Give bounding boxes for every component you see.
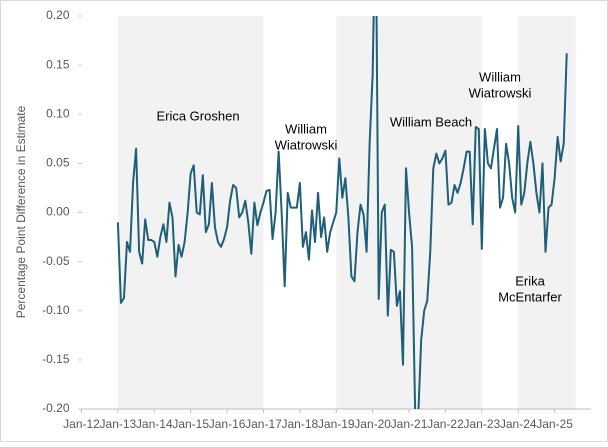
x-tick-label: Jan-24 [500, 417, 537, 431]
annotation: McEntarfer [498, 289, 562, 304]
annotation: William [285, 121, 327, 136]
y-tick-label: -0.10 [42, 303, 70, 317]
shaded-period [518, 16, 576, 409]
y-tick-label: -0.20 [42, 401, 70, 415]
x-tick-label: Jan-25 [536, 417, 573, 431]
annotation: Wiatrowski [275, 137, 338, 152]
x-tick-label: Jan-22 [427, 417, 464, 431]
annotation: William Beach [390, 114, 472, 129]
x-tick-label: Jan-19 [318, 417, 355, 431]
y-tick-label: 0.15 [46, 57, 70, 71]
x-tick-label: Jan-18 [282, 417, 319, 431]
x-tick-label: Jan-13 [100, 417, 137, 431]
annotation: William [479, 69, 521, 84]
y-tick-label: -0.05 [42, 254, 70, 268]
y-tick-label: 0.00 [46, 205, 70, 219]
x-tick-label: Jan-14 [136, 417, 173, 431]
y-tick-label: -0.15 [42, 352, 70, 366]
x-tick-label: Jan-17 [245, 417, 282, 431]
data-line [116, 16, 568, 409]
x-tick-label: Jan-23 [463, 417, 500, 431]
plot-area [116, 16, 568, 409]
x-tick-label: Jan-15 [172, 417, 209, 431]
annotation: Erica Groshen [156, 108, 239, 123]
annotation: Wiatrowski [469, 85, 532, 100]
x-tick-label: Jan-20 [354, 417, 391, 431]
y-axis-label: Percentage Point Difference in Estimate [14, 105, 28, 318]
x-tick-label: Jan-21 [391, 417, 428, 431]
annotation: Erika [515, 273, 545, 288]
y-tick-label: 0.05 [46, 156, 70, 170]
y-tick-label: 0.20 [46, 8, 70, 22]
y-tick-label: 0.10 [46, 106, 70, 120]
x-tick-label: Jan-16 [209, 417, 246, 431]
x-tick-label: Jan-12 [63, 417, 100, 431]
